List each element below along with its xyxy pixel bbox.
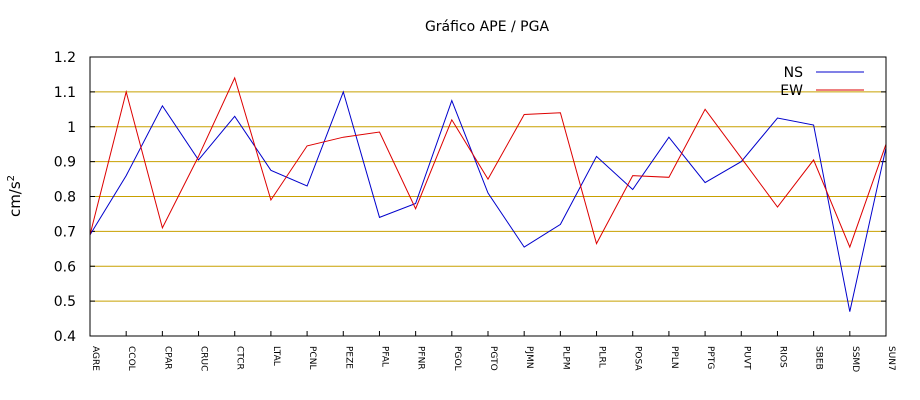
y-tick-label: 0.9 — [54, 155, 76, 171]
x-tick-label: CRUC — [199, 346, 209, 371]
y-tick-label: 0.5 — [54, 294, 76, 310]
svg-text:cm/s2: cm/s2 — [6, 175, 24, 217]
x-tick-label: PFNR — [416, 346, 426, 370]
x-tick-label: POSA — [633, 346, 643, 371]
y-tick-label: 1 — [67, 120, 76, 136]
y-axis-ticks: 0.4 0.5 0.6 0.7 0.8 0.9 1 1.1 1.2 — [54, 50, 886, 345]
grid-lines — [90, 91, 886, 302]
y-tick-label: 0.6 — [54, 259, 76, 275]
x-tick-label: PLRL — [597, 346, 607, 368]
x-tick-label: PPTG — [705, 346, 715, 369]
x-tick-label: SSMD — [850, 346, 860, 372]
x-tick-label: AGRE — [90, 346, 100, 371]
x-tick-label: PJMN — [524, 346, 534, 369]
y-tick-label: 0.8 — [54, 190, 76, 206]
y-axis-label: cm/s2 — [6, 175, 24, 217]
series-line-ns — [89, 90, 887, 312]
y-axis-label-exponent: 2 — [6, 175, 17, 181]
legend-label-ew: EW — [780, 83, 803, 99]
y-tick-label: 1.2 — [54, 50, 76, 66]
x-tick-label: PFAL — [379, 346, 389, 367]
x-tick-label: CTCR — [235, 346, 245, 370]
x-tick-label: PCNL — [307, 346, 317, 369]
series-lines — [89, 76, 887, 312]
x-tick-label: CCOL — [126, 346, 136, 371]
x-tick-label: PGTO — [488, 346, 498, 371]
y-tick-label: 1.1 — [54, 85, 76, 101]
x-tick-label: PUVT — [741, 346, 751, 370]
plot-frame — [89, 56, 887, 337]
x-tick-label: PLPM — [560, 346, 570, 370]
x-tick-label: SUN7 — [886, 346, 896, 371]
x-tick-label: PGOL — [452, 346, 462, 371]
y-tick-label: 0.7 — [54, 224, 76, 240]
legend-label-ns: NS — [784, 65, 803, 81]
x-tick-label: RIOS — [777, 346, 787, 368]
legend: NS EW — [780, 65, 864, 99]
y-tick-label: 0.4 — [54, 329, 76, 345]
x-tick-label: PEZE — [343, 346, 353, 369]
x-tick-label: PPLN — [669, 346, 679, 369]
x-tick-label: CPAR — [162, 346, 172, 370]
x-tick-label: SBEB — [814, 346, 824, 370]
series-line-ew — [89, 76, 887, 249]
x-axis-ticks: AGRE CCOL CPAR CRUC CTCR LTAL PCNL PEZE PFAL PFNR… — [89, 331, 896, 372]
x-tick-label: LTAL — [271, 346, 281, 366]
chart-title: Gráfico APE / PGA — [425, 19, 549, 35]
y-axis-label-base: cm/s — [6, 181, 24, 217]
